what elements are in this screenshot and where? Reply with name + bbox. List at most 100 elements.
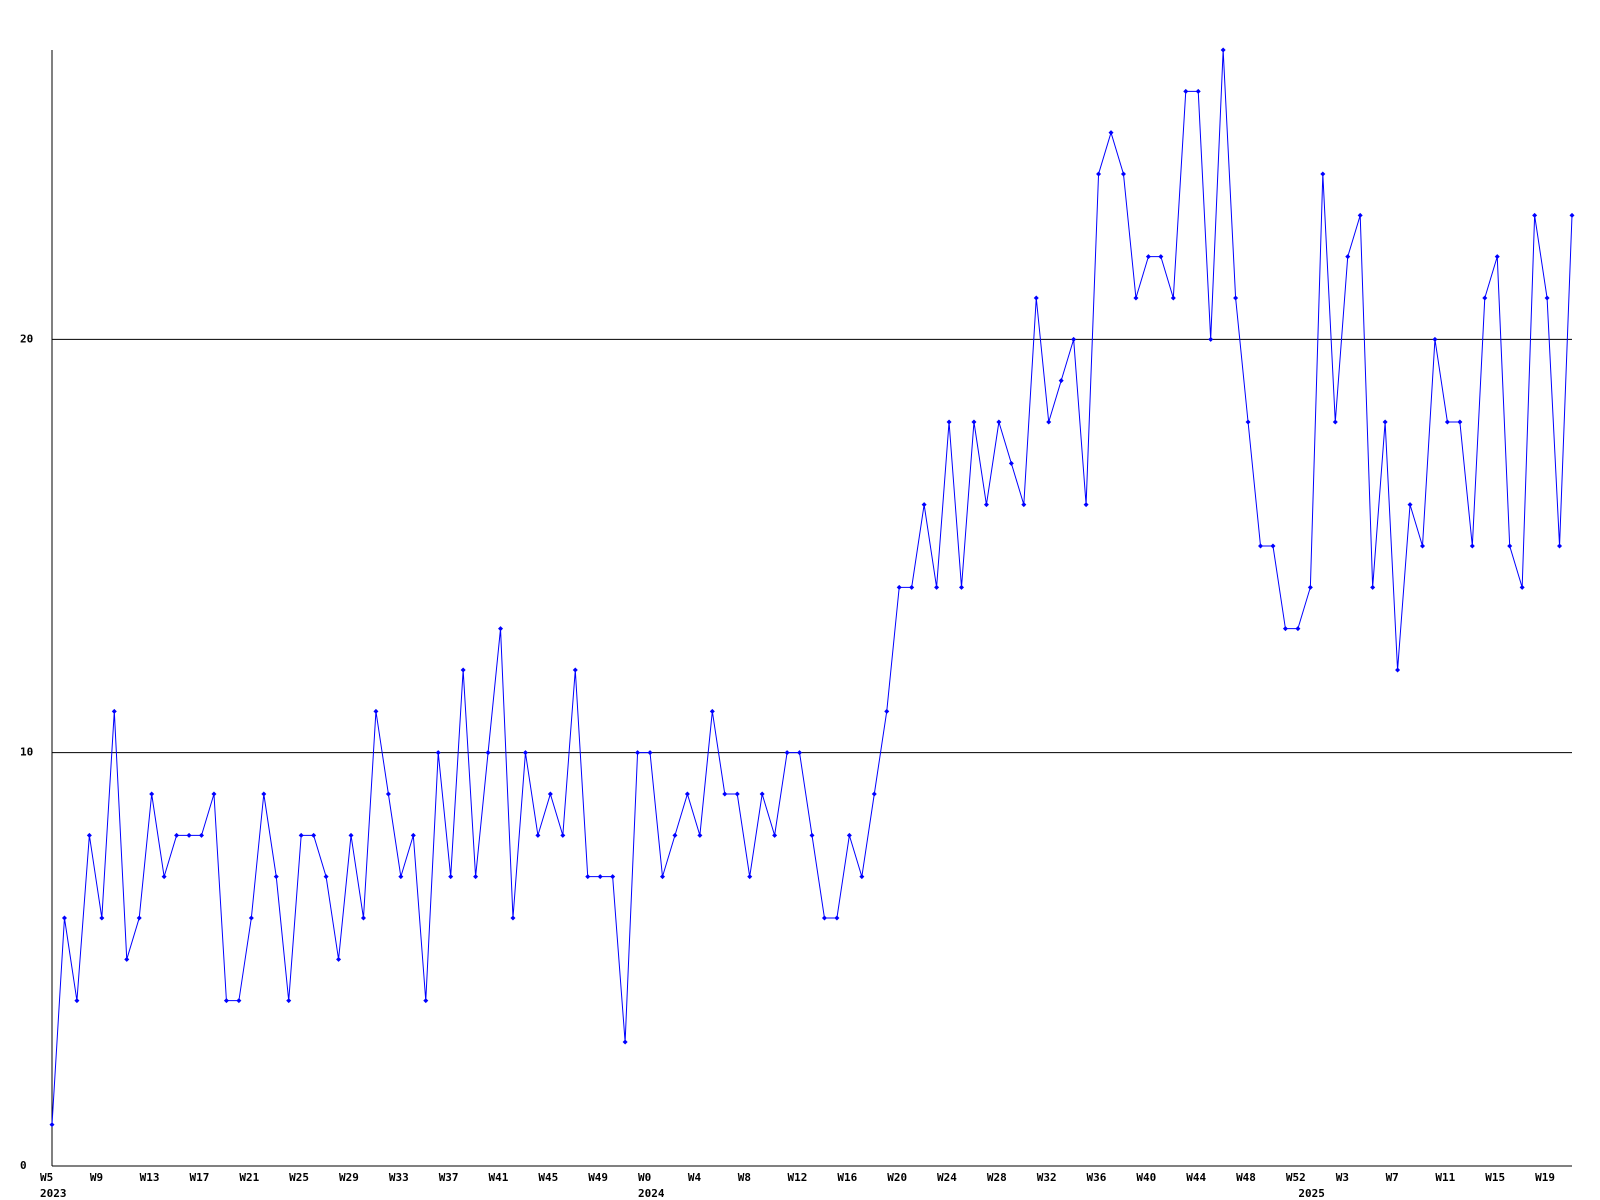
- data-point: [522, 750, 528, 756]
- data-point: [971, 419, 977, 425]
- x-tick-label: W13: [140, 1171, 160, 1184]
- data-point: [435, 750, 441, 756]
- data-point: [1282, 626, 1288, 632]
- data-point: [1145, 254, 1151, 260]
- data-point: [298, 832, 304, 838]
- y-tick-label: 10: [20, 746, 33, 759]
- x-tick-label: W4: [688, 1171, 702, 1184]
- data-point: [1220, 47, 1226, 53]
- data-point: [485, 750, 491, 756]
- data-point: [236, 998, 242, 1004]
- data-point: [821, 915, 827, 921]
- data-point: [709, 708, 715, 714]
- data-point: [1158, 254, 1164, 260]
- data-point: [747, 874, 753, 880]
- y-tick-label: 20: [20, 332, 33, 345]
- data-point: [1557, 543, 1563, 549]
- data-point: [1432, 336, 1438, 342]
- data-point: [1208, 336, 1214, 342]
- data-point: [448, 874, 454, 880]
- data-point: [846, 832, 852, 838]
- data-line: [51, 49, 1573, 1125]
- data-point: [473, 874, 479, 880]
- data-point: [373, 708, 379, 714]
- x-tick-label: W48: [1236, 1171, 1256, 1184]
- data-point: [161, 874, 167, 880]
- data-point: [1058, 378, 1064, 384]
- data-point: [211, 791, 217, 797]
- data-point: [1046, 419, 1052, 425]
- data-point: [1345, 254, 1351, 260]
- data-point: [772, 832, 778, 838]
- data-point: [1407, 502, 1413, 508]
- data-point: [286, 998, 292, 1004]
- x-tick-label: W29: [339, 1171, 359, 1184]
- data-point: [111, 708, 117, 714]
- x-tick-label: W0: [638, 1171, 651, 1184]
- y-tick-label: 0: [20, 1159, 27, 1172]
- x-tick-label: W8: [738, 1171, 751, 1184]
- year-label: 2023: [40, 1187, 67, 1200]
- data-point: [323, 874, 329, 880]
- data-point: [959, 584, 965, 590]
- data-point: [1494, 254, 1500, 260]
- x-tick-label: W33: [389, 1171, 409, 1184]
- data-point: [1195, 88, 1201, 94]
- data-point: [348, 832, 354, 838]
- data-point: [261, 791, 267, 797]
- data-point: [1295, 626, 1301, 632]
- data-point: [1258, 543, 1264, 549]
- data-point: [186, 832, 192, 838]
- data-point: [223, 998, 229, 1004]
- x-tick-label: W19: [1535, 1171, 1555, 1184]
- x-tick-label: W9: [90, 1171, 103, 1184]
- x-tick-label: W32: [1037, 1171, 1057, 1184]
- data-point: [859, 874, 865, 880]
- x-tick-label: W37: [439, 1171, 459, 1184]
- data-point: [1370, 584, 1376, 590]
- data-point: [1507, 543, 1513, 549]
- data-point: [722, 791, 728, 797]
- data-point: [360, 915, 366, 921]
- x-tick-label: W3: [1336, 1171, 1349, 1184]
- x-tick-label: W49: [588, 1171, 608, 1184]
- data-point: [1457, 419, 1463, 425]
- data-point: [410, 832, 416, 838]
- data-point: [560, 832, 566, 838]
- x-tick-label: W25: [289, 1171, 309, 1184]
- data-point: [896, 584, 902, 590]
- data-point: [635, 750, 641, 756]
- data-point: [74, 998, 80, 1004]
- data-point: [1332, 419, 1338, 425]
- data-point: [784, 750, 790, 756]
- data-point: [86, 832, 92, 838]
- data-point: [1071, 336, 1077, 342]
- data-point: [734, 791, 740, 797]
- data-point: [1170, 295, 1176, 301]
- data-point: [1133, 295, 1139, 301]
- data-point: [809, 832, 815, 838]
- x-tick-label: W16: [837, 1171, 857, 1184]
- data-point: [99, 915, 105, 921]
- year-label: 2024: [638, 1187, 665, 1200]
- data-point: [49, 1122, 55, 1128]
- data-point: [1382, 419, 1388, 425]
- data-point: [1320, 171, 1326, 177]
- data-point: [684, 791, 690, 797]
- data-point: [797, 750, 803, 756]
- x-tick-label: W52: [1286, 1171, 1306, 1184]
- data-point: [498, 626, 504, 632]
- data-point: [385, 791, 391, 797]
- data-point: [61, 915, 67, 921]
- data-point: [697, 832, 703, 838]
- x-tick-label: W7: [1386, 1171, 1399, 1184]
- x-tick-label: W5: [40, 1171, 53, 1184]
- data-point: [1120, 171, 1126, 177]
- data-point: [547, 791, 553, 797]
- data-point: [149, 791, 155, 797]
- data-point: [124, 956, 130, 962]
- x-tick-label: W15: [1485, 1171, 1505, 1184]
- data-point: [199, 832, 205, 838]
- x-tick-label: W36: [1087, 1171, 1107, 1184]
